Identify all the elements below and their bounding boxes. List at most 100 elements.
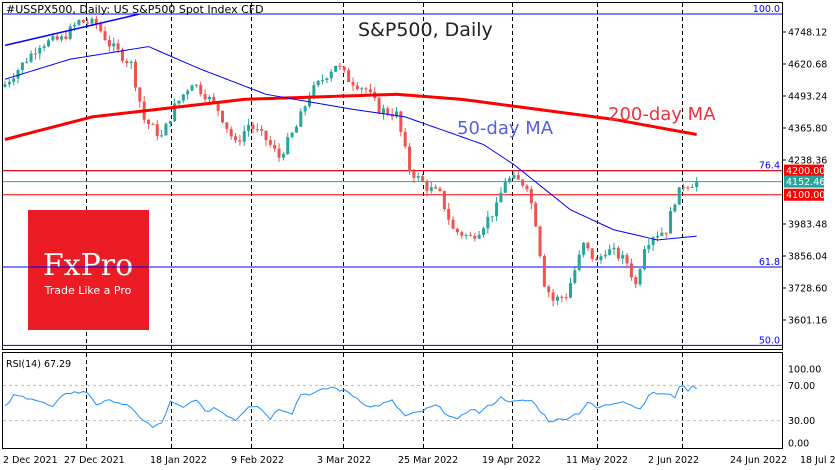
candle-up xyxy=(573,270,577,284)
candle-up xyxy=(695,181,699,188)
candle-down xyxy=(451,219,455,229)
candle-up xyxy=(334,65,338,72)
candle-down xyxy=(521,179,525,186)
candle-up xyxy=(42,46,46,48)
candle-down xyxy=(686,187,690,189)
price-tick-label: 3856.04 xyxy=(788,252,827,263)
candle-up xyxy=(90,18,94,24)
candle-down xyxy=(473,235,477,239)
price-axis: 4748.12 4620.68 4493.24 4365.80 4238.36 3983.… xyxy=(782,28,827,327)
date-tick-label: 18 Jan 2022 xyxy=(150,455,207,466)
candle-down xyxy=(460,232,464,236)
date-axis: 2 Dec 2021 27 Dec 2021 18 Jan 2022 9 Feb 20… xyxy=(3,455,835,466)
candle-down xyxy=(364,88,368,90)
candle-down xyxy=(538,226,542,257)
candle-up xyxy=(651,237,655,245)
ma200-label: 200-day MA xyxy=(608,104,716,125)
candle-down xyxy=(199,84,203,95)
candle-up xyxy=(20,62,24,71)
candle-up xyxy=(164,123,168,136)
candle-up xyxy=(329,71,333,79)
candle-up xyxy=(582,242,586,255)
candle-up xyxy=(286,137,290,155)
candle-down xyxy=(355,85,359,89)
candle-up xyxy=(207,96,211,100)
candle-down xyxy=(664,232,668,234)
logo-background xyxy=(28,210,149,330)
candle-down xyxy=(595,258,599,261)
candle-up xyxy=(160,135,164,137)
current-badge xyxy=(784,175,824,188)
support-badge xyxy=(784,188,824,201)
price-tick-label: 3728.60 xyxy=(788,284,827,295)
candle-up xyxy=(508,178,512,182)
candle-up xyxy=(499,192,503,203)
candle-up xyxy=(299,111,303,127)
date-tick-label: 18 Jul 2022 xyxy=(800,455,835,466)
candle-down xyxy=(629,263,633,278)
candle-down xyxy=(529,189,533,204)
price-tick-label: 3983.48 xyxy=(788,220,827,231)
candle-down xyxy=(203,94,207,100)
symbol-title: #USSPX500, Daily: US S&P500 Spot Index C… xyxy=(6,3,264,16)
candle-up xyxy=(321,80,325,82)
resistance-price-label: 4200.00 xyxy=(786,166,825,177)
candle-up xyxy=(490,216,494,218)
candle-down xyxy=(347,70,351,83)
candle-up xyxy=(512,175,516,179)
candle-up xyxy=(112,43,116,47)
candle-up xyxy=(612,247,616,250)
candle-up xyxy=(129,61,133,64)
candle-up xyxy=(168,121,172,124)
candle-up xyxy=(360,88,364,90)
candle-down xyxy=(634,277,638,285)
candle-down xyxy=(134,61,137,88)
candle-up xyxy=(51,36,55,41)
candle-up xyxy=(477,234,481,239)
candle-up xyxy=(416,175,420,178)
candle-down xyxy=(447,209,451,220)
candle-down xyxy=(547,286,551,293)
candle-up xyxy=(569,283,572,298)
candle-down xyxy=(438,188,442,191)
candle-down xyxy=(99,24,103,32)
candle-down xyxy=(399,111,403,132)
candle-down xyxy=(33,53,37,55)
chart-title: S&P500, Daily xyxy=(358,19,493,41)
candle-down xyxy=(55,36,59,40)
candle-up xyxy=(381,108,385,114)
candle-down xyxy=(560,296,564,298)
candle-up xyxy=(312,85,316,97)
logo-tagline: Trade Like a Pro xyxy=(44,284,132,297)
candle-up xyxy=(25,61,29,63)
candle-up xyxy=(47,40,50,47)
candle-up xyxy=(7,81,11,85)
date-tick-label: 2 Jun 2022 xyxy=(648,455,699,466)
candle-down xyxy=(542,256,546,287)
candle-up xyxy=(555,296,559,301)
candle-down xyxy=(425,181,429,191)
date-tick-label: 19 Apr 2022 xyxy=(482,455,541,466)
candle-up xyxy=(429,187,433,191)
candle-up xyxy=(690,187,694,189)
rsi-tick-label: 100.00 xyxy=(788,365,821,376)
candle-down xyxy=(221,110,224,123)
candle-up xyxy=(73,24,77,27)
candle-down xyxy=(64,36,68,39)
rsi-panel: 100.00 70.00 30.00 0.00 xyxy=(3,365,821,450)
candle-down xyxy=(338,65,342,67)
candle-down xyxy=(455,228,459,233)
candle-up xyxy=(173,103,177,122)
candle-up xyxy=(621,255,625,259)
ma50-label: 50-day MA xyxy=(457,118,554,139)
candle-down xyxy=(255,129,259,131)
candle-down xyxy=(412,171,416,178)
ma200-line xyxy=(4,92,697,141)
candle-down xyxy=(468,234,472,236)
date-tick-label: 24 Jun 2022 xyxy=(730,455,787,466)
candle-down xyxy=(586,242,590,249)
candle-up xyxy=(12,78,16,82)
candle-up xyxy=(77,19,81,25)
candle-down xyxy=(421,175,425,182)
